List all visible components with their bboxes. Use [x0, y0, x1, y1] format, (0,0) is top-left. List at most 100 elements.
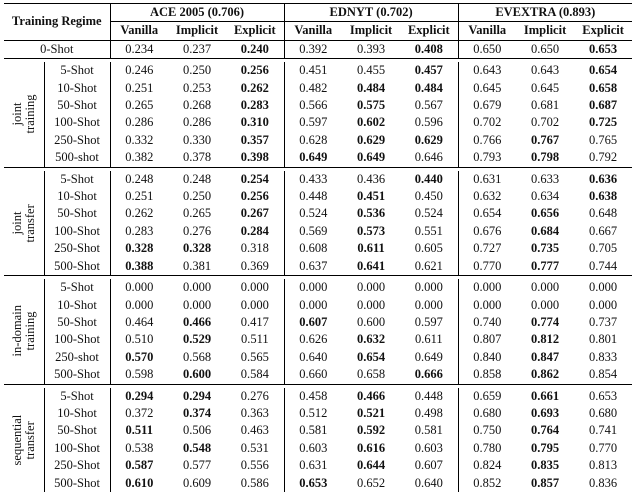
cell: 0.573 — [356, 223, 386, 238]
cell: 0.649 — [356, 150, 386, 165]
header-row: Training Regime ACE 2005 (0.706) EDNYT (0.… — [4, 2, 633, 41]
data-row: joint training 5-Shot 0.246 0.250 0.256 0.451 0… — [4, 62, 632, 168]
cell: 0.649 — [283, 149, 343, 168]
cell: 0.417 — [240, 314, 269, 329]
variant-header: Implicit — [175, 23, 219, 38]
cell: 0.727 — [457, 240, 517, 258]
page: Training Regime ACE 2005 (0.706) EDNYT (0.… — [4, 2, 633, 492]
cell: 0.318 — [240, 241, 269, 256]
cell: 0.600 — [182, 367, 212, 382]
cell: 0.603 — [283, 439, 343, 458]
cell: 0.765 — [589, 132, 618, 147]
group-label: sequential transfer — [4, 387, 45, 492]
cell: 0.767 — [531, 132, 560, 147]
cell: 0.374 — [182, 405, 212, 420]
cell: 0.237 — [168, 39, 227, 59]
cell: 0.548 — [182, 440, 212, 455]
cell: 0.607 — [283, 313, 343, 332]
data-row: sequential transfer 5-Shot 0.294 0.294 0.276 0… — [4, 387, 632, 492]
cell: 0.276 — [182, 223, 212, 238]
row-label: 250-Shot — [54, 241, 100, 256]
cell: 0.251 — [109, 79, 169, 98]
cell: 0.611 — [414, 332, 443, 347]
cell: 0.451 — [283, 62, 343, 80]
cell: 0.463 — [240, 423, 269, 438]
data-row: in-domain training 5-Shot 0.000 0.000 0.000 0.… — [4, 279, 632, 385]
cell: 0.000 — [356, 297, 386, 312]
cell: 0.680 — [589, 405, 618, 420]
cell: 0.744 — [589, 258, 618, 273]
data-row: 50-Shot 0.511 0.506 0.463 0.581 0.592 0.581 0.7… — [4, 422, 632, 440]
group-label-line: transfer — [22, 203, 37, 242]
data-row: 10-Shot 0.251 0.250 0.256 0.448 0.451 0.450 0.6… — [4, 188, 632, 206]
cell: 0.253 — [182, 80, 212, 95]
spacer — [4, 166, 633, 171]
data-row: 0-Shot 0.234 0.237 0.240 0.392 0.393 0.408 0.65… — [4, 39, 633, 59]
cell: 0.795 — [531, 440, 560, 455]
cell: 0.000 — [457, 296, 517, 314]
cell: 0.000 — [240, 280, 269, 295]
cell: 0.294 — [109, 387, 169, 405]
cell: 0.654 — [356, 349, 386, 364]
cell: 0.658 — [356, 367, 386, 382]
cell: 0.455 — [356, 63, 386, 78]
cell: 0.735 — [531, 241, 560, 256]
cell: 0.000 — [531, 280, 560, 295]
cell: 0.650 — [457, 39, 517, 59]
cell: 0.643 — [531, 63, 560, 78]
cell: 0.254 — [240, 171, 269, 186]
cell: 0.687 — [589, 98, 618, 113]
cell: 0.000 — [283, 279, 343, 297]
cell: 0.392 — [283, 39, 343, 59]
group-label-line: training — [22, 311, 37, 351]
cell: 0.265 — [182, 206, 212, 221]
row-label: 5-Shot — [60, 171, 94, 186]
group-label: in-domain training — [4, 279, 45, 385]
variant-header: Vanilla — [109, 21, 169, 41]
variant-header: Vanilla — [283, 21, 343, 41]
cell: 0.568 — [182, 349, 212, 364]
cell: 0.643 — [457, 62, 517, 80]
cell: 0.702 — [457, 114, 517, 132]
cell: 0.510 — [109, 331, 169, 349]
cell: 0.777 — [531, 258, 560, 273]
cell: 0.640 — [283, 348, 343, 367]
cell: 0.807 — [457, 331, 517, 349]
row-label: 50-Shot — [57, 423, 97, 438]
cell: 0.433 — [283, 170, 343, 189]
group-label-text: in-domain training — [4, 279, 44, 383]
cell: 0.653 — [589, 388, 618, 403]
variant-header: Explicit — [582, 23, 624, 38]
dataset-header: EDNYT (0.702) — [283, 2, 459, 23]
cell: 0.524 — [414, 206, 443, 221]
cell: 0.750 — [457, 422, 517, 440]
cell: 0.268 — [182, 98, 212, 113]
cell: 0.466 — [356, 388, 386, 403]
cell: 0.250 — [182, 63, 212, 78]
cell: 0.000 — [240, 297, 269, 312]
cell: 0.363 — [240, 405, 269, 420]
cell: 0.388 — [109, 257, 169, 276]
group-label: joint transfer — [4, 170, 45, 276]
group-label-text: joint training — [4, 62, 44, 166]
spacer-cell — [4, 58, 633, 63]
dataset-header: EVEXTRA (0.893) — [457, 2, 633, 23]
cell: 0.382 — [109, 149, 169, 168]
cell: 0.592 — [356, 423, 386, 438]
cell: 0.538 — [109, 439, 169, 458]
cell: 0.570 — [109, 348, 169, 367]
cell: 0.284 — [240, 223, 269, 238]
group-label-line: training — [22, 95, 37, 134]
cell: 0.436 — [356, 171, 386, 186]
cell: 0.000 — [414, 280, 443, 295]
cell: 0.644 — [356, 458, 386, 473]
cell: 0.641 — [356, 258, 386, 273]
cell: 0.310 — [240, 115, 269, 130]
data-row: 500-shot 0.382 0.378 0.398 0.649 0.649 0.646 0.… — [4, 149, 632, 168]
cell: 0.369 — [240, 258, 269, 273]
data-row: 500-Shot 0.598 0.600 0.584 0.660 0.658 0.666 0.… — [4, 366, 632, 385]
cell: 0.798 — [531, 150, 560, 165]
cell: 0.451 — [356, 189, 386, 204]
cell: 0.600 — [356, 314, 386, 329]
cell: 0.626 — [283, 331, 343, 349]
